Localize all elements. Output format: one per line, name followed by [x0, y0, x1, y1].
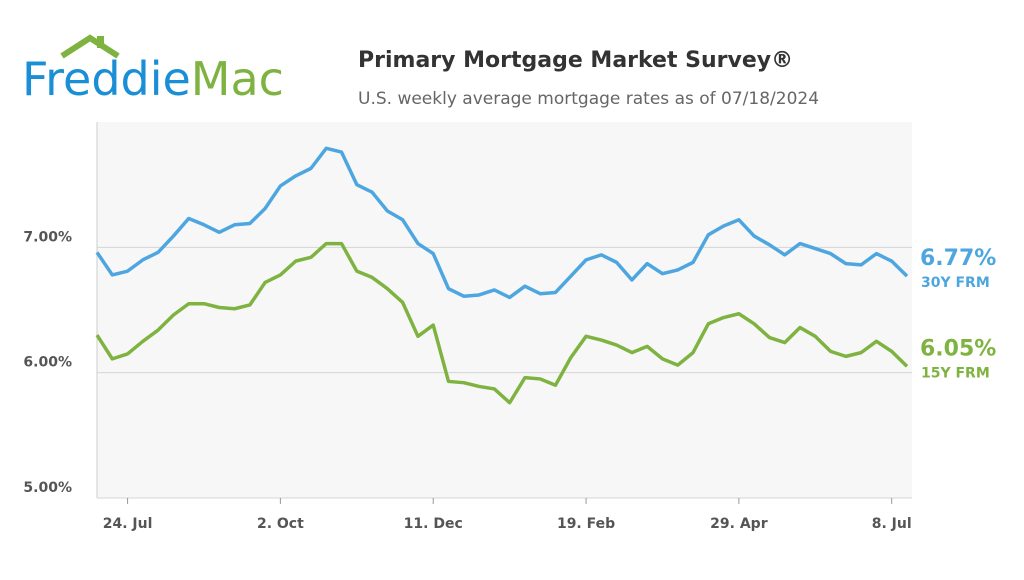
y-tick-label: 5.00% [23, 480, 72, 496]
y-tick-label: 6.00% [23, 355, 72, 371]
value-label: 6.05% [920, 336, 996, 361]
logo: FreddieMac [22, 52, 284, 106]
chart-subtitle: U.S. weekly average mortgage rates as of… [358, 89, 819, 109]
value-label: 6.77% [920, 246, 996, 271]
logo-part: Freddie [22, 52, 191, 106]
x-tick-label: 2. Oct [257, 516, 304, 532]
plot-area [97, 122, 912, 498]
logo-roof [60, 34, 120, 59]
logo-chimney [97, 36, 104, 48]
legend-label: 15Y FRM [921, 365, 990, 381]
x-tick-label: 11. Dec [404, 516, 463, 532]
x-tick-label: 24. Jul [103, 516, 153, 532]
chart-title: Primary Mortgage Market Survey® [358, 48, 793, 73]
x-tick-label: 29. Apr [710, 516, 768, 532]
series-line [95, 241, 909, 405]
y-tick-label: 7.00% [23, 229, 72, 245]
series-line [95, 146, 909, 300]
x-tick-label: 19. Feb [557, 516, 615, 532]
legend-label: 30Y FRM [921, 275, 990, 291]
x-tick-label: 8. Jul [872, 516, 912, 532]
logo-part: Mac [191, 52, 284, 106]
